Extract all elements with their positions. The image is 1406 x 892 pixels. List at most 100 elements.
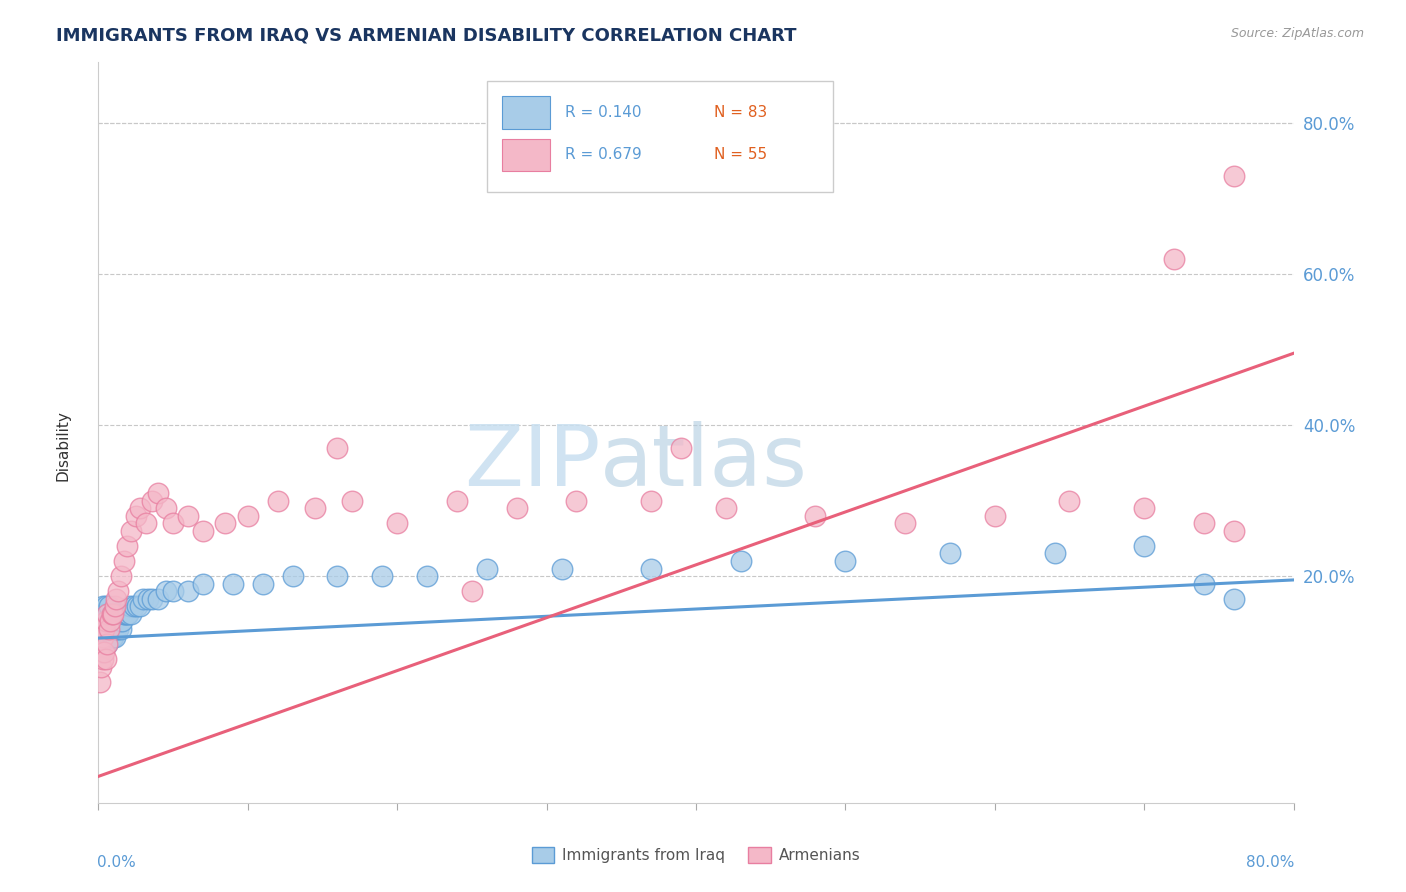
Point [96,607,118,621]
Point [177,584,200,599]
Point [148,591,170,606]
Point [1192,516,1215,531]
Point [104,599,127,614]
Point [939,547,962,561]
Point [120,524,142,538]
Point [127,599,149,614]
Point [114,607,136,621]
Point [104,630,127,644]
Point [640,493,662,508]
Point [214,516,236,531]
Point [105,615,128,629]
Point [371,569,394,583]
Text: Disability: Disability [56,410,70,482]
Text: ZIP: ZIP [464,421,600,504]
Point [304,501,326,516]
Point [107,584,129,599]
Point [129,599,152,614]
Point [136,591,159,606]
FancyBboxPatch shape [486,81,834,192]
Point [326,569,349,583]
Point [91,615,114,629]
Point [162,516,184,531]
Point [1163,252,1185,266]
Point [93,622,115,636]
Point [117,607,139,621]
Text: N = 83: N = 83 [714,105,768,120]
Point [984,508,1007,523]
Point [252,576,274,591]
Point [461,584,484,599]
Point [222,576,245,591]
Point [135,516,157,531]
Text: 80.0%: 80.0% [1246,855,1295,870]
Point [118,599,141,614]
Text: atlas: atlas [600,421,808,504]
Point [148,486,170,500]
Point [1192,576,1215,591]
Point [101,630,124,644]
Point [640,561,662,575]
Text: N = 55: N = 55 [714,147,768,162]
Point [97,599,120,614]
Point [191,576,214,591]
Point [565,493,588,508]
Point [97,622,120,636]
Point [94,622,117,636]
Point [112,607,135,621]
Point [894,516,917,531]
Point [236,508,259,523]
Point [1059,493,1081,508]
Point [550,561,572,575]
Point [94,615,117,629]
Point [506,501,529,516]
Point [93,622,115,636]
Point [93,607,115,621]
Point [1223,591,1246,606]
Point [96,637,118,651]
Point [110,569,132,583]
Point [112,554,135,568]
Point [101,622,124,636]
Point [416,569,439,583]
Point [90,622,112,636]
Point [115,539,138,553]
Point [103,630,125,644]
Point [96,630,118,644]
Legend: Immigrants from Iraq, Armenians: Immigrants from Iraq, Armenians [526,841,866,869]
Point [97,615,120,629]
Point [155,501,177,516]
Point [103,607,125,621]
Point [91,622,114,636]
Point [90,660,112,674]
Point [89,615,111,629]
Point [446,493,468,508]
Point [94,630,117,644]
Point [326,441,349,455]
Point [103,622,125,636]
Point [155,584,177,599]
Point [89,637,111,651]
Point [94,652,117,666]
Point [125,508,148,523]
Point [96,637,118,651]
Point [475,561,498,575]
Point [342,493,364,508]
Point [110,622,132,636]
Point [97,622,120,636]
Point [120,607,142,621]
Point [91,630,114,644]
Point [1133,501,1156,516]
Point [94,615,117,629]
Point [103,615,125,629]
Point [98,630,122,644]
Point [97,630,120,644]
Point [101,607,124,621]
Point [96,607,118,621]
Point [94,599,117,614]
Point [115,607,138,621]
Point [91,637,114,651]
Point [267,493,290,508]
Point [90,607,112,621]
Point [91,652,114,666]
